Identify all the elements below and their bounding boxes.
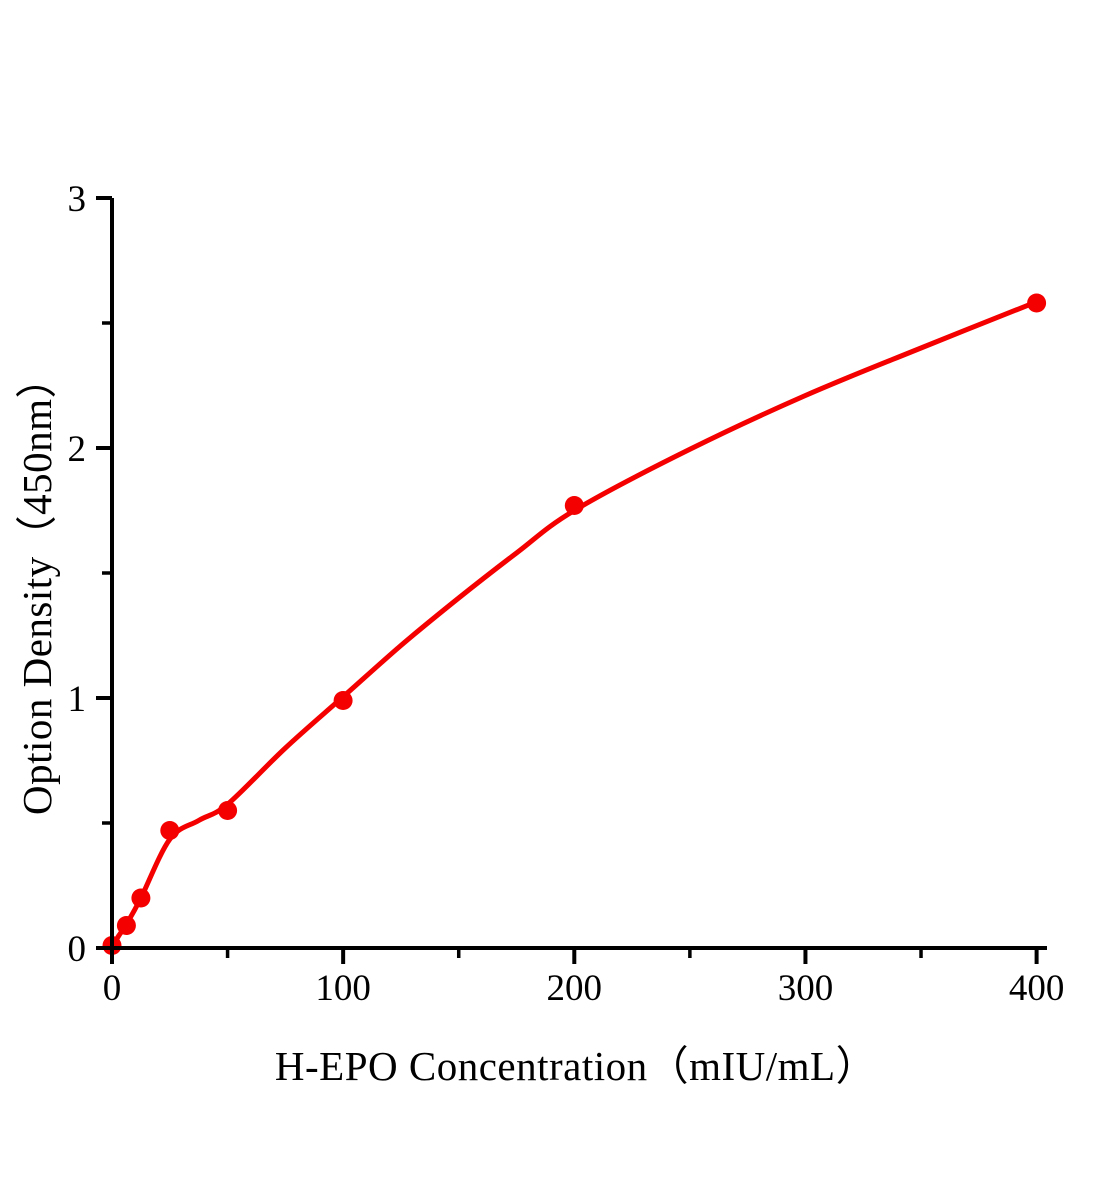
y-tick-label: 0 <box>68 929 87 970</box>
x-tick-label: 0 <box>103 968 122 1009</box>
fit-curve <box>109 299 1038 949</box>
data-point <box>564 496 584 515</box>
axes-lines <box>110 198 1047 950</box>
data-point <box>333 691 353 710</box>
y-tick-label: 3 <box>68 179 87 220</box>
data-point <box>116 916 136 935</box>
x-tick-label: 400 <box>1009 968 1065 1009</box>
x-tick-label: 200 <box>547 968 603 1009</box>
data-point <box>1027 293 1047 313</box>
data-point <box>160 821 180 840</box>
x-tick-label: 100 <box>315 968 371 1009</box>
y-axis-title: Option Density（450nm） <box>14 356 60 816</box>
data-point <box>131 888 151 908</box>
y-tick-label: 1 <box>68 679 87 720</box>
y-tick-label: 2 <box>68 429 87 470</box>
x-tick-label: 300 <box>778 968 834 1009</box>
x-axis-title: H-EPO Concentration（mIU/mL） <box>274 1043 878 1089</box>
data-point <box>218 801 238 820</box>
